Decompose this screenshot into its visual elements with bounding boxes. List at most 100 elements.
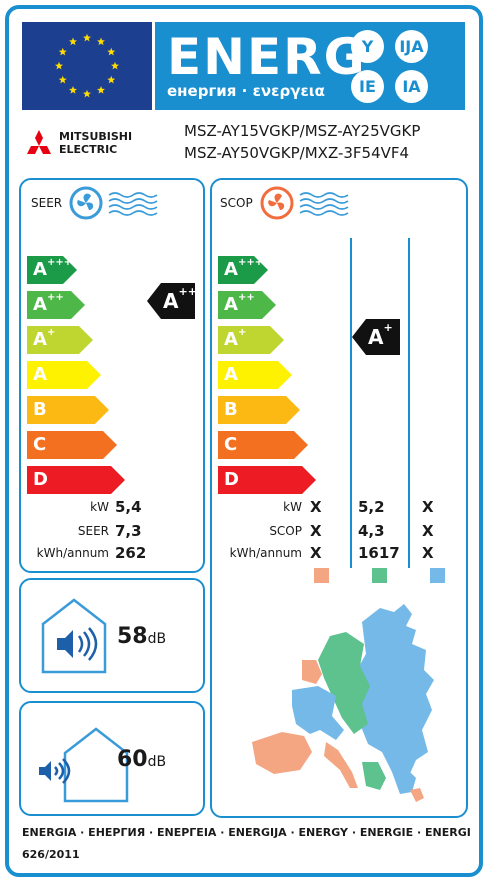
scop-class-letter: A <box>224 329 238 350</box>
label-frame <box>5 5 483 877</box>
scop-col1-annum: X <box>310 544 322 562</box>
seer-class-arrow: B <box>27 396 109 424</box>
seer-rating-sup: ++ <box>178 285 197 298</box>
outdoor-noise-panel: 60dB <box>19 701 205 816</box>
zone-divider-1 <box>350 238 352 568</box>
zone-average-swatch <box>372 568 387 583</box>
seer-label-seer: SEER <box>77 524 109 538</box>
eu-star <box>111 61 119 70</box>
brand-name: MITSUBISHI ELECTRIC <box>59 130 133 156</box>
regulation-number: 626/2011 <box>22 848 80 861</box>
seer-class-arrow: D <box>27 466 125 494</box>
eu-star <box>58 75 67 84</box>
seer-class-sup: ++ <box>46 292 64 303</box>
seer-class-sup: +++ <box>46 257 73 268</box>
scop-label-scop: SCOP <box>269 524 302 538</box>
scop-col2-kw: 5,2 <box>358 498 385 516</box>
seer-class-letter: A <box>33 294 47 315</box>
three-diamonds-icon <box>27 130 51 154</box>
seer-value-annum: 262 <box>115 544 147 562</box>
scop-class-sup: ++ <box>237 292 255 303</box>
indoor-noise-number: 58 <box>117 624 148 649</box>
scop-class-letter: B <box>224 399 238 420</box>
outdoor-noise-number: 60 <box>117 747 148 772</box>
seer-class-letter: D <box>33 469 48 490</box>
scop-class-arrow: A++ <box>218 291 276 319</box>
eu-star <box>69 37 77 46</box>
seer-class-sup: + <box>46 327 56 338</box>
cooling-fan-icon <box>69 186 158 220</box>
scop-class-letter: A <box>224 259 238 280</box>
seer-class-letter: A <box>33 329 47 350</box>
eu-star <box>97 37 105 46</box>
scop-class-arrow: B <box>218 396 300 424</box>
seer-class-letter: A <box>33 259 47 280</box>
model-line-1: MSZ-AY15VGKP/MSZ-AY25VGKP <box>184 122 421 140</box>
scop-class-arrow: A+++ <box>218 256 268 284</box>
seer-label-kw: kW <box>90 500 109 514</box>
eu-star <box>107 75 116 84</box>
eu-star <box>83 89 91 98</box>
scop-rating-letter: A <box>368 325 384 349</box>
scop-label-kw: kW <box>283 500 302 514</box>
seer-class-arrow: A+++ <box>27 256 77 284</box>
seer-class-letter: B <box>33 399 47 420</box>
outdoor-unit-speaker-icon <box>39 727 129 803</box>
seer-class-arrow: A+ <box>27 326 93 354</box>
seer-value-kw: 5,4 <box>115 498 142 516</box>
scop-panel: SCOP A+++ A++ A+ A B C D A+ kW SCOP kWh/annum … <box>210 178 468 818</box>
scop-class-sup: + <box>237 327 247 338</box>
seer-rating-badge: A++ <box>147 283 195 319</box>
outdoor-noise-value: 60dB <box>117 747 166 772</box>
scop-class-arrow: A+ <box>218 326 284 354</box>
zone-divider-2 <box>408 238 410 568</box>
scop-class-letter: A <box>224 364 238 385</box>
lang-ia: IA <box>395 70 428 103</box>
energy-subtitle: енергия · ενεργεια <box>167 82 325 100</box>
indoor-noise-panel: 58dB <box>19 578 205 693</box>
scop-class-arrow: C <box>218 431 308 459</box>
seer-rating-letter: A <box>163 289 179 313</box>
indoor-noise-unit: dB <box>147 631 167 647</box>
model-line-2: MSZ-AY50VGKP/MXZ-3F54VF4 <box>184 144 410 162</box>
scop-class-sup: +++ <box>237 257 264 268</box>
eu-flag <box>22 22 152 110</box>
scop-col3-kw: X <box>422 498 434 516</box>
seer-class-arrow: A <box>27 361 101 389</box>
scop-col2-annum: 1617 <box>358 544 400 562</box>
scop-class-letter: D <box>224 469 239 490</box>
zone-warm-swatch <box>314 568 329 583</box>
eu-star <box>107 47 116 56</box>
zone-cold-swatch <box>430 568 445 583</box>
lang-ie: IE <box>351 70 384 103</box>
eu-stars-icon <box>55 33 119 98</box>
eu-star <box>58 47 67 56</box>
scop-col2-scop: 4,3 <box>358 522 385 540</box>
seer-class-letter: C <box>33 434 47 455</box>
scop-label-annum: kWh/annum <box>229 546 302 560</box>
europe-climate-map <box>252 604 434 802</box>
brand-logo: MITSUBISHI ELECTRIC <box>22 126 172 166</box>
indoor-unit-speaker-icon <box>41 598 107 674</box>
scop-class-arrow: D <box>218 466 316 494</box>
seer-label-annum: kWh/annum <box>36 546 109 560</box>
scop-col1-kw: X <box>310 498 322 516</box>
scop-col1-scop: X <box>310 522 322 540</box>
seer-panel: SEER A+++ A++ A+ A B C D A++ kW SEER kWh/annum… <box>19 178 205 573</box>
scop-rating-badge: A+ <box>352 319 400 355</box>
heating-fan-icon <box>260 186 349 220</box>
eu-star <box>97 86 105 94</box>
scop-col3-annum: X <box>422 544 434 562</box>
scop-class-letter: A <box>224 294 238 315</box>
eu-star <box>83 33 91 42</box>
indoor-noise-value: 58dB <box>117 624 166 649</box>
scop-class-arrow: A <box>218 361 292 389</box>
footer-languages: ENERGIA · ЕНЕРГИЯ · ΕΝΕΡΓΕΙΑ · ENERGIJA … <box>22 826 471 839</box>
lang-y: Y <box>351 30 384 63</box>
seer-title: SEER <box>31 196 63 210</box>
lang-ija: IJA <box>395 30 428 63</box>
seer-class-arrow: A++ <box>27 291 85 319</box>
energy-title: ENERG <box>167 28 367 86</box>
eu-star <box>55 61 63 70</box>
scop-title: SCOP <box>220 196 253 210</box>
